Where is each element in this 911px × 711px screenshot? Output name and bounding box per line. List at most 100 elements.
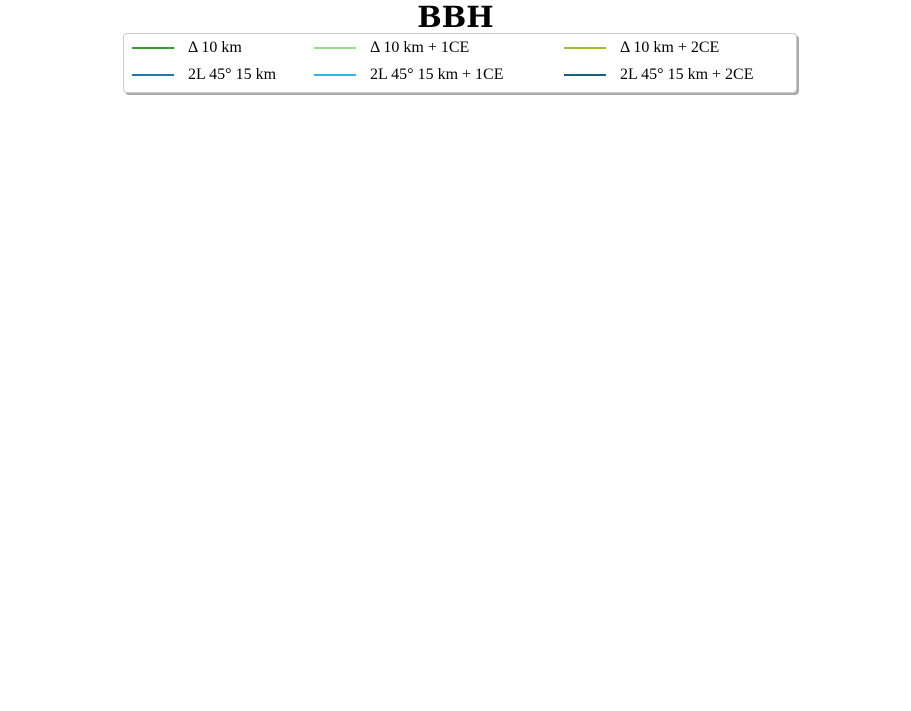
legend-label: Δ 10 km bbox=[188, 39, 242, 56]
x-tick-label: 100 bbox=[223, 662, 241, 679]
x-tick-label: 10−3 bbox=[797, 355, 820, 372]
y-tick-exponent: 1 bbox=[42, 591, 47, 601]
legend-item: Δ 10 km bbox=[132, 39, 242, 57]
x-tick-label: 100 bbox=[881, 662, 899, 679]
series-line bbox=[508, 411, 890, 648]
x-tick-exponent: −4 bbox=[55, 662, 65, 672]
legend-label: 2L 45° 15 km + 1CE bbox=[370, 66, 504, 83]
x-tick-label: 10−2 bbox=[131, 662, 154, 679]
x-tick-exponent: −2 bbox=[144, 662, 154, 672]
x-tick-exponent: −1 bbox=[189, 662, 199, 672]
series-line bbox=[531, 109, 890, 341]
y-axis-label: Cumulative number of events bbox=[429, 433, 448, 635]
y-tick-label: 100 bbox=[458, 638, 476, 655]
series-line bbox=[609, 423, 890, 648]
y-tick-exponent: 2 bbox=[471, 544, 476, 554]
x-tick-exponent: 4 bbox=[416, 355, 421, 365]
y-tick-label: 101 bbox=[29, 284, 47, 301]
x-tick-label: 101 bbox=[188, 355, 206, 372]
subplot-1: 10−1 100 101 102 103 104100101102103104105SNR… bbox=[0, 98, 434, 395]
x-tick-exponent: 2 bbox=[272, 355, 277, 365]
series-line bbox=[502, 104, 890, 341]
x-tick-exponent: −3 bbox=[810, 355, 820, 365]
y-tick-exponent: 4 bbox=[471, 451, 476, 461]
y-tick-label: 105 bbox=[29, 98, 47, 115]
y-tick-exponent: 5 bbox=[471, 98, 476, 108]
axes-frame bbox=[481, 409, 891, 658]
x-tick-exponent: −1 bbox=[55, 355, 65, 365]
y-axis-label: Cumulative number of events bbox=[0, 433, 19, 635]
series-line bbox=[500, 411, 890, 648]
y-tick-label: 101 bbox=[29, 591, 47, 608]
legend-swatch bbox=[314, 74, 356, 76]
series-line bbox=[53, 411, 433, 648]
series-line bbox=[189, 425, 433, 648]
series-line bbox=[502, 411, 890, 648]
y-tick-exponent: 3 bbox=[42, 498, 47, 508]
series-line bbox=[53, 104, 396, 341]
y-tick-exponent: 2 bbox=[42, 544, 47, 554]
legend: Δ 10 km Δ 10 km + 1CE Δ 10 km + 2CE 2L 4… bbox=[123, 33, 797, 93]
x-tick-label: 10−1 bbox=[176, 662, 199, 679]
x-tick-label: 10−4 bbox=[471, 662, 494, 679]
plot-area bbox=[482, 103, 890, 350]
x-tick-exponent: 1 bbox=[201, 355, 206, 365]
x-tick-label: 10−4 bbox=[716, 355, 739, 372]
x-tick-exponent: 0 bbox=[236, 662, 241, 672]
series-line bbox=[53, 104, 407, 341]
series-line bbox=[53, 104, 416, 341]
x-tick-label: 102 bbox=[259, 355, 277, 372]
x-tick-exponent: −4 bbox=[484, 662, 494, 672]
y-tick-exponent: 2 bbox=[471, 237, 476, 247]
x-tick-exponent: 4 bbox=[414, 662, 419, 672]
axes-frame bbox=[481, 102, 891, 351]
x-tick-label: 103 bbox=[357, 662, 375, 679]
y-tick-label: 101 bbox=[458, 591, 476, 608]
y-tick-label: 103 bbox=[458, 191, 476, 208]
x-tick-label: 10−4 bbox=[42, 662, 65, 679]
subplot-2: 10−7 10−6 10−5 10−4 10−3 10−21001011021031041… bbox=[429, 98, 901, 395]
x-tick-exponent: −6 bbox=[565, 355, 575, 365]
legend-label: 2L 45° 15 km bbox=[188, 66, 277, 83]
x-axis-label: SNR bbox=[226, 376, 260, 395]
series-line bbox=[53, 104, 409, 341]
x-tick-label: 101 bbox=[267, 662, 285, 679]
y-tick-label: 100 bbox=[29, 638, 47, 655]
y-tick-label: 103 bbox=[458, 498, 476, 515]
legend-item: 2L 45° 15 km bbox=[132, 66, 276, 84]
y-tick-exponent: 4 bbox=[42, 144, 47, 154]
y-tick-label: 105 bbox=[458, 98, 476, 115]
series-line bbox=[53, 104, 409, 341]
y-tick-label: 104 bbox=[29, 144, 47, 161]
x-tick-label: 103 bbox=[331, 355, 349, 372]
y-axis-label: Cumulative number of events bbox=[429, 126, 448, 328]
x-tick-exponent: −1 bbox=[790, 662, 800, 672]
plot-area bbox=[482, 410, 890, 657]
x-tick-exponent: 3 bbox=[370, 662, 375, 672]
x-tick-label: 104 bbox=[403, 355, 421, 372]
y-tick-label: 100 bbox=[458, 331, 476, 348]
x-tick-exponent: −3 bbox=[586, 662, 596, 672]
series-line bbox=[514, 106, 890, 341]
x-tick-exponent: 1 bbox=[280, 662, 285, 672]
x-tick-label: 10−3 bbox=[573, 662, 596, 679]
x-axis-label: ΔMc/Mc bbox=[656, 376, 717, 395]
x-tick-exponent: −3 bbox=[99, 662, 109, 672]
legend-label: 2L 45° 15 km + 2CE bbox=[620, 66, 754, 83]
series-line bbox=[496, 104, 890, 341]
y-tick-exponent: 5 bbox=[42, 98, 47, 108]
legend-swatch bbox=[564, 74, 606, 76]
y-tick-label: 102 bbox=[458, 544, 476, 561]
y-tick-exponent: 0 bbox=[42, 331, 47, 341]
x-axis-label: ΔΩ90% (deg²) bbox=[193, 683, 293, 702]
legend-swatch bbox=[132, 47, 174, 49]
x-tick-exponent: −2 bbox=[688, 662, 698, 672]
y-tick-exponent: 2 bbox=[42, 237, 47, 247]
legend-item: 2L 45° 15 km + 2CE bbox=[564, 66, 754, 84]
x-axis-label: ΔdL/dL bbox=[659, 683, 712, 702]
x-tick-label: 10−5 bbox=[634, 355, 657, 372]
x-tick-label: 10−3 bbox=[86, 662, 109, 679]
y-tick-exponent: 5 bbox=[42, 405, 47, 415]
y-tick-label: 104 bbox=[458, 144, 476, 161]
x-tick-exponent: 0 bbox=[894, 662, 899, 672]
